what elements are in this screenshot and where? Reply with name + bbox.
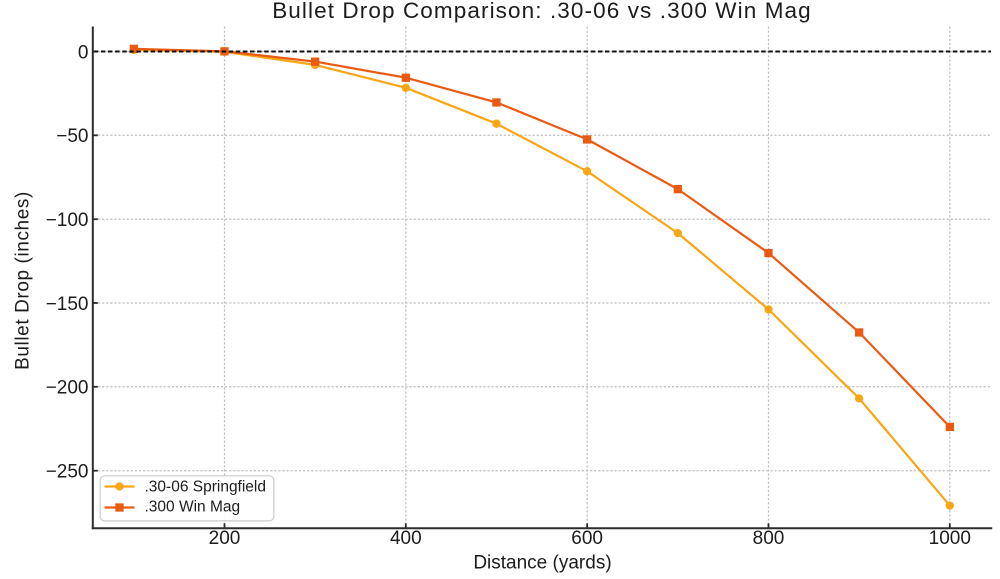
svg-text:−200: −200 bbox=[46, 378, 89, 399]
svg-text:Bullet Drop Comparison: .30-06: Bullet Drop Comparison: .30-06 vs .300 W… bbox=[272, 0, 812, 23]
svg-text:−100: −100 bbox=[46, 210, 89, 231]
svg-text:0: 0 bbox=[78, 42, 89, 63]
svg-text:−150: −150 bbox=[46, 294, 89, 315]
svg-text:.300 Win Mag: .300 Win Mag bbox=[145, 499, 241, 516]
svg-text:600: 600 bbox=[571, 528, 603, 549]
svg-text:1000: 1000 bbox=[929, 528, 971, 549]
svg-text:.30-06 Springfield: .30-06 Springfield bbox=[145, 478, 267, 495]
svg-text:400: 400 bbox=[390, 528, 422, 549]
svg-text:Distance (yards): Distance (yards) bbox=[473, 553, 611, 574]
svg-text:800: 800 bbox=[753, 528, 785, 549]
svg-text:−50: −50 bbox=[56, 126, 88, 147]
svg-text:Bullet Drop (inches): Bullet Drop (inches) bbox=[13, 191, 34, 370]
svg-text:200: 200 bbox=[209, 528, 241, 549]
svg-text:−250: −250 bbox=[46, 462, 89, 483]
